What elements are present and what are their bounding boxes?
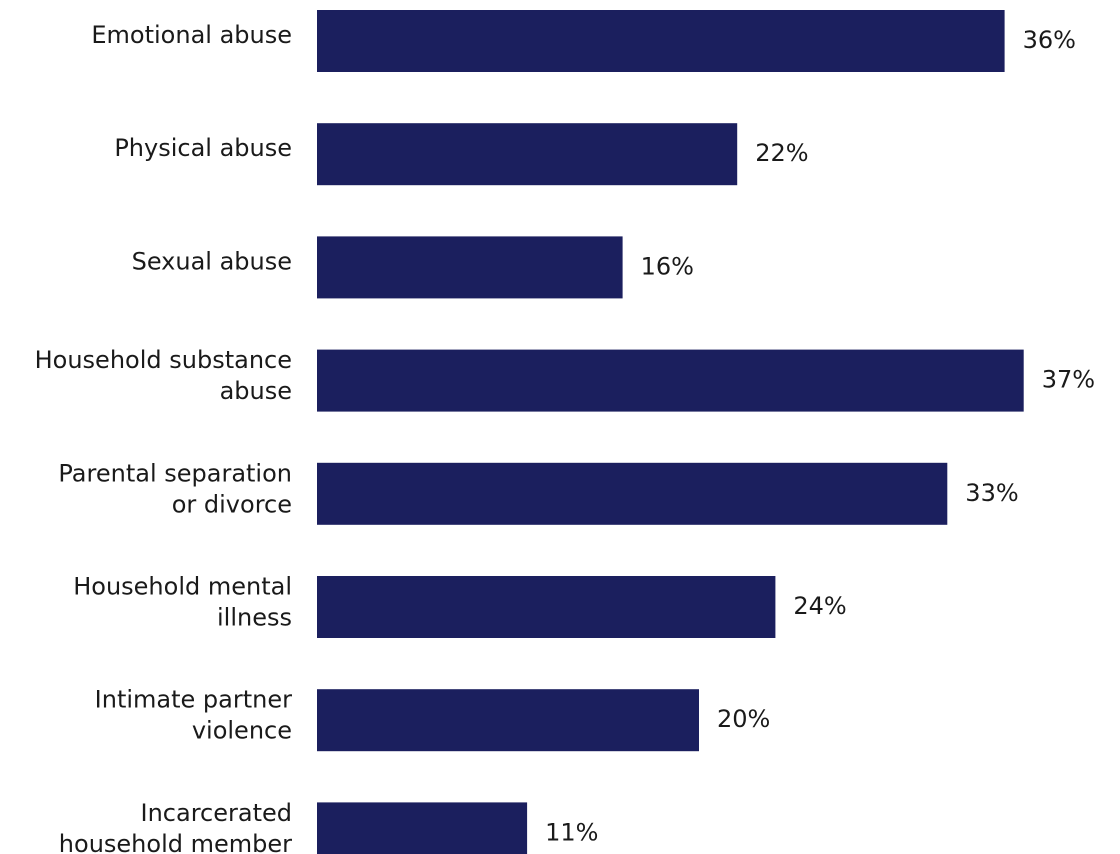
bar <box>317 576 776 638</box>
category-label: Sexual abuse <box>132 247 292 275</box>
bar <box>317 689 699 752</box>
category-label-line: Household mental <box>73 573 292 601</box>
value-labels: 36% 22% 16% 37% 33% 24% 20% 11% <box>545 26 1095 846</box>
value-label: 16% <box>641 252 694 280</box>
category-label: Household substance abuse <box>35 346 292 405</box>
category-labels: Emotional abuse Physical abuse Sexual abus… <box>35 21 293 854</box>
bar <box>317 349 1024 412</box>
bar <box>317 236 623 299</box>
value-label: 33% <box>965 479 1018 507</box>
category-label-line: Emotional abuse <box>91 21 292 49</box>
category-label-line: Physical abuse <box>114 134 292 162</box>
bar <box>317 10 1005 72</box>
category-label-line: violence <box>192 717 292 745</box>
value-label: 36% <box>1023 26 1076 54</box>
category-label: Parental separation or divorce <box>58 459 292 518</box>
value-label: 20% <box>717 705 770 733</box>
value-label: 37% <box>1042 366 1095 394</box>
category-label-line: household member <box>59 830 292 854</box>
category-label-line: abuse <box>220 377 292 405</box>
category-label-line: Parental separation <box>58 459 292 487</box>
category-label: Emotional abuse <box>91 21 292 49</box>
value-label: 22% <box>755 139 808 167</box>
bar <box>317 123 738 186</box>
category-label: Intimate partner violence <box>95 686 292 745</box>
category-label-line: Incarcerated <box>141 799 292 827</box>
category-label-line: Intimate partner <box>95 686 292 714</box>
category-label: Incarcerated household member <box>59 799 292 854</box>
category-label: Household mental illness <box>73 573 292 632</box>
bar <box>317 462 948 525</box>
value-label: 11% <box>545 818 598 846</box>
category-label-line: Household substance <box>35 346 292 374</box>
bars-layer <box>317 10 1024 854</box>
value-label: 24% <box>793 592 846 620</box>
category-label-line: illness <box>217 604 292 632</box>
category-label: Physical abuse <box>114 134 292 162</box>
category-label-line: Sexual abuse <box>132 247 292 275</box>
bar <box>317 802 528 854</box>
category-label-line: or divorce <box>172 490 292 518</box>
